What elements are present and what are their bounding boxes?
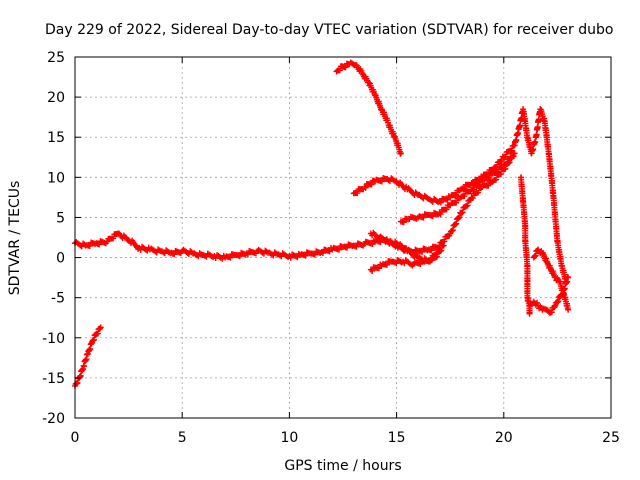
series-7 <box>511 106 569 285</box>
x-tick-label: 25 <box>602 430 620 446</box>
data-point <box>426 258 433 265</box>
y-tick-label: 15 <box>47 130 65 146</box>
data-point <box>493 176 500 183</box>
series-10 <box>530 246 572 313</box>
y-tick-label: -10 <box>42 331 65 347</box>
data-point <box>508 147 515 154</box>
data-point <box>526 310 533 317</box>
data-point <box>534 299 541 306</box>
series-0 <box>72 150 518 262</box>
data-point <box>459 209 466 216</box>
data-point <box>508 155 515 162</box>
data-point <box>443 206 450 213</box>
data-point <box>464 202 471 209</box>
y-tick-label: 20 <box>47 90 65 106</box>
data-point <box>453 199 460 206</box>
data-point <box>97 324 104 331</box>
series-9 <box>526 273 572 317</box>
data-point <box>485 182 492 189</box>
data-point <box>368 181 375 188</box>
data-point <box>110 235 117 242</box>
data-point <box>497 170 504 177</box>
data-point <box>511 150 518 157</box>
plot-frame <box>74 56 612 419</box>
data-point <box>565 306 572 313</box>
data-point <box>244 251 251 258</box>
data-point <box>227 254 234 261</box>
data-point <box>336 67 343 74</box>
data-point <box>440 242 447 249</box>
data-point <box>475 189 482 196</box>
data-point <box>362 184 369 191</box>
x-axis-label: GPS time / hours <box>284 458 401 474</box>
data-point <box>420 214 427 221</box>
data-point <box>354 190 361 197</box>
y-tick-label: 5 <box>56 210 65 226</box>
data-point <box>471 186 478 193</box>
data-point <box>428 247 435 254</box>
data-point <box>86 243 93 250</box>
data-point <box>469 195 476 202</box>
series-1 <box>72 324 104 389</box>
data-point <box>437 199 444 206</box>
axis-ticks: 0 5 10 15 20 25 -20 -15 -10 -5 0 5 10 15 20 25 <box>42 50 620 446</box>
data-point <box>461 193 468 200</box>
data-points <box>72 59 572 389</box>
series-4 <box>397 150 518 226</box>
x-tick-label: 10 <box>280 430 298 446</box>
data-point <box>503 160 510 167</box>
data-point <box>397 150 404 157</box>
data-point <box>476 181 483 188</box>
data-point <box>319 250 326 257</box>
data-point <box>502 153 509 160</box>
y-tick-label: 10 <box>47 170 65 186</box>
y-tick-label: -20 <box>42 411 65 427</box>
data-point <box>461 185 468 192</box>
grid <box>75 57 611 418</box>
data-point <box>417 261 424 268</box>
data-point <box>486 174 493 181</box>
data-point <box>378 178 385 185</box>
data-point <box>383 261 390 268</box>
data-point <box>437 211 444 218</box>
x-tick-label: 0 <box>71 430 80 446</box>
data-point <box>498 157 505 164</box>
chart-title: Day 229 of 2022, Sidereal Day-to-day VTE… <box>45 22 613 38</box>
data-point <box>342 64 349 71</box>
y-tick-label: 25 <box>47 50 65 66</box>
data-point <box>548 309 555 316</box>
x-tick-label: 15 <box>388 430 406 446</box>
data-point <box>361 183 368 190</box>
data-point <box>565 274 572 281</box>
data-point <box>494 168 501 175</box>
x-tick-label: 20 <box>495 430 513 446</box>
data-point <box>438 247 445 254</box>
series-2 <box>333 59 404 157</box>
data-point <box>97 325 104 332</box>
y-axis-label: SDTVAR / TECUs <box>7 181 23 296</box>
data-point <box>335 246 342 253</box>
y-tick-label: -5 <box>51 291 65 307</box>
x-tick-label: 5 <box>178 430 187 446</box>
data-point <box>433 253 440 260</box>
data-point <box>453 191 460 198</box>
y-tick-label: 0 <box>56 251 65 267</box>
data-point <box>94 330 101 337</box>
series-8 <box>517 174 533 317</box>
data-point <box>400 219 407 226</box>
series-6 <box>367 242 447 274</box>
data-point <box>369 267 376 274</box>
y-tick-label: -15 <box>42 371 65 387</box>
